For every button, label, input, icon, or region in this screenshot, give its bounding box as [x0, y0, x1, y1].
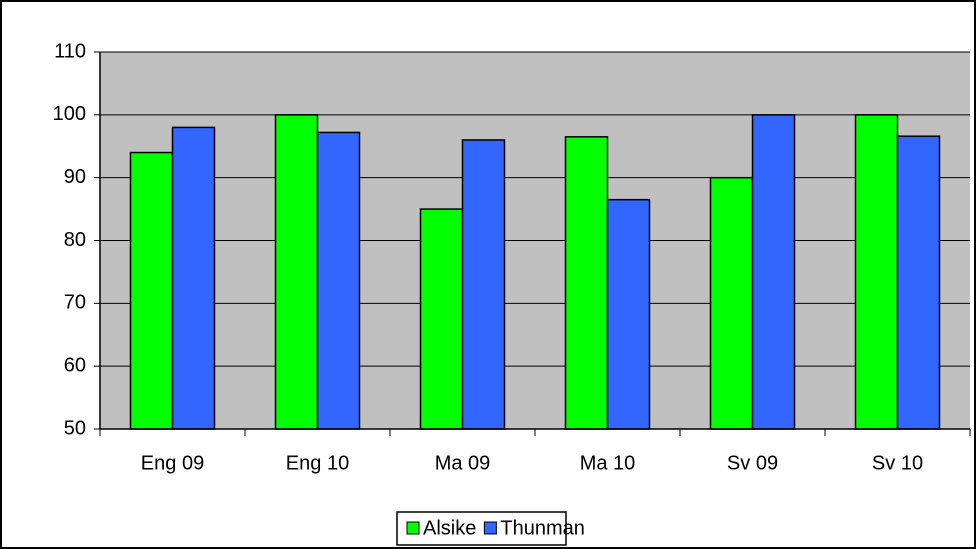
- y-tick-label: 80: [64, 229, 86, 251]
- legend-label: Thunman: [500, 517, 585, 539]
- bar: [896, 135, 941, 430]
- x-tick-label: Ma 10: [580, 452, 636, 474]
- x-tick-label: Sv 10: [872, 452, 923, 474]
- bar: [171, 126, 216, 430]
- bar: [751, 114, 796, 430]
- y-tick-label: 110: [54, 40, 86, 62]
- bar: [419, 208, 464, 430]
- bar: [316, 131, 361, 430]
- y-tick-label: 70: [64, 292, 86, 314]
- x-tick-label: Sv 09: [727, 452, 778, 474]
- y-tick-label: 60: [64, 354, 86, 376]
- legend-label: Alsike: [423, 517, 476, 539]
- y-tick-label: 50: [64, 417, 86, 439]
- legend-swatch: [406, 521, 420, 535]
- bar: [564, 136, 609, 430]
- legend-swatch: [483, 521, 497, 535]
- bar: [606, 198, 651, 430]
- x-tick-label: Eng 09: [141, 452, 204, 474]
- bar: [461, 139, 506, 430]
- bar: [129, 151, 174, 430]
- y-tick-label: 90: [64, 166, 86, 188]
- x-tick-label: Ma 09: [435, 452, 491, 474]
- bar: [854, 114, 899, 430]
- bar: [274, 114, 319, 430]
- y-tick-label: 100: [53, 103, 86, 125]
- bar: [709, 176, 754, 430]
- x-tick-label: Eng 10: [286, 452, 349, 474]
- legend-box: [396, 511, 567, 546]
